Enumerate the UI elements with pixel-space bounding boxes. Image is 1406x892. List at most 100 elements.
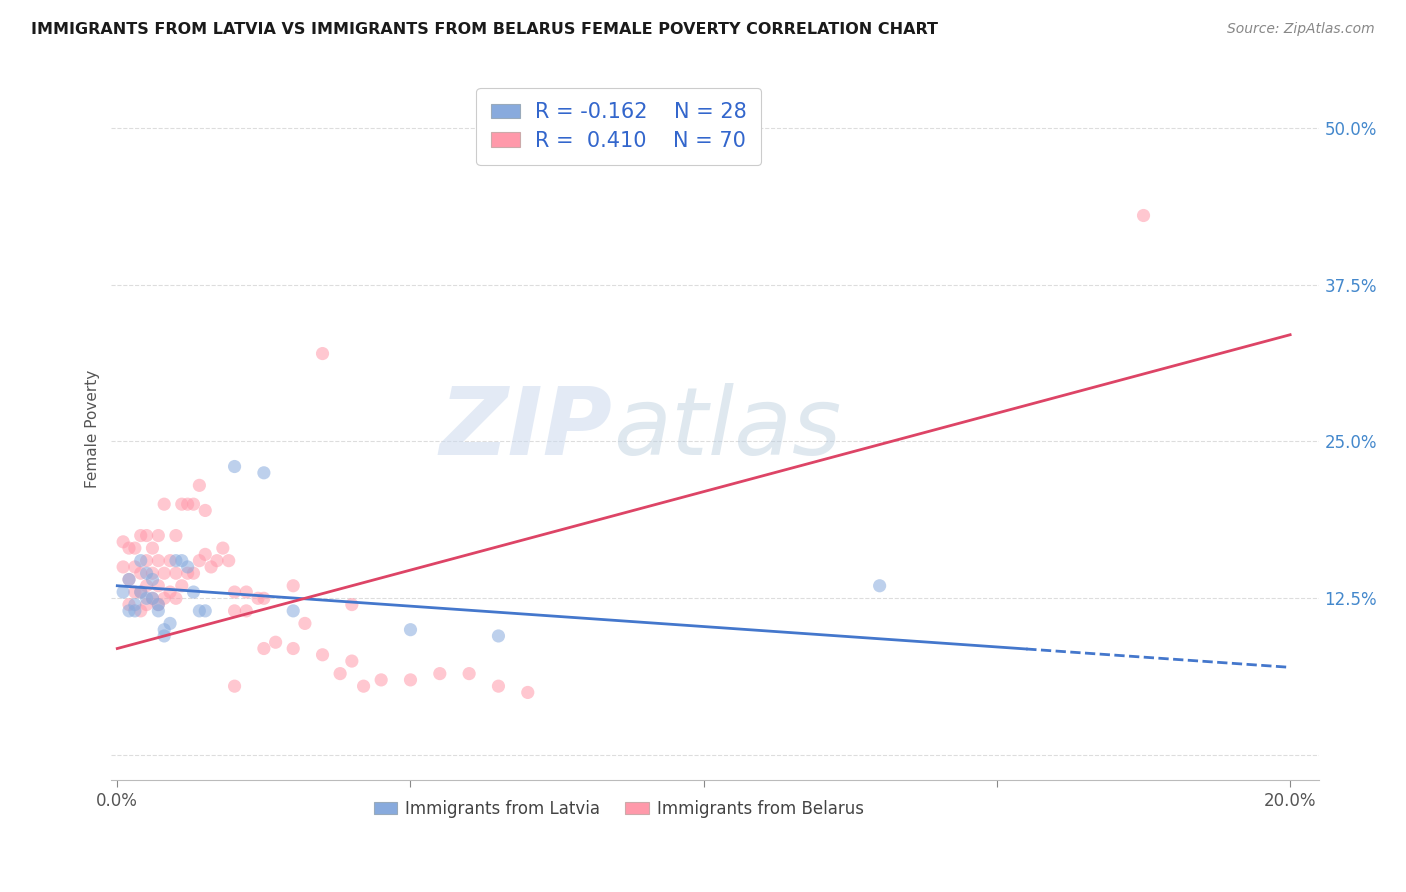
Point [264, 635, 287, 649]
Point [176, 497, 198, 511]
Point [135, 528, 157, 542]
Point [224, 585, 246, 599]
Point [247, 591, 270, 606]
Point [353, 679, 375, 693]
Point [135, 566, 157, 581]
Point [183, 497, 205, 511]
Point [124, 541, 146, 555]
Point [153, 591, 176, 606]
Point [253, 466, 276, 480]
Point [458, 666, 481, 681]
Point [311, 648, 333, 662]
Point [129, 566, 152, 581]
Point [153, 497, 176, 511]
Point [340, 654, 363, 668]
Point [194, 548, 217, 562]
Point [118, 598, 141, 612]
Legend: Immigrants from Latvia, Immigrants from Belarus: Immigrants from Latvia, Immigrants from … [367, 793, 870, 825]
Point [370, 673, 392, 687]
Point [153, 566, 176, 581]
Point [218, 554, 240, 568]
Point [235, 604, 257, 618]
Point [135, 554, 157, 568]
Text: Source: ZipAtlas.com: Source: ZipAtlas.com [1227, 22, 1375, 37]
Point [135, 579, 157, 593]
Point [124, 585, 146, 599]
Point [294, 616, 316, 631]
Point [129, 604, 152, 618]
Text: atlas: atlas [613, 384, 841, 475]
Point [170, 497, 193, 511]
Point [153, 629, 176, 643]
Point [253, 591, 276, 606]
Point [165, 566, 187, 581]
Point [129, 528, 152, 542]
Point [188, 554, 211, 568]
Point [429, 666, 451, 681]
Point [112, 534, 135, 549]
Point [159, 585, 181, 599]
Point [235, 585, 257, 599]
Point [148, 604, 170, 618]
Point [170, 554, 193, 568]
Point [188, 604, 211, 618]
Point [329, 666, 352, 681]
Point [224, 679, 246, 693]
Point [170, 579, 193, 593]
Point [148, 598, 170, 612]
Point [153, 623, 176, 637]
Text: IMMIGRANTS FROM LATVIA VS IMMIGRANTS FROM BELARUS FEMALE POVERTY CORRELATION CHA: IMMIGRANTS FROM LATVIA VS IMMIGRANTS FRO… [31, 22, 938, 37]
Text: ZIP: ZIP [440, 383, 613, 475]
Point [283, 579, 305, 593]
Point [112, 585, 135, 599]
Point [124, 604, 146, 618]
Point [118, 573, 141, 587]
Point [129, 554, 152, 568]
Point [224, 604, 246, 618]
Point [488, 629, 510, 643]
Point [488, 679, 510, 693]
Point [211, 541, 233, 555]
Point [194, 604, 217, 618]
Point [869, 579, 891, 593]
Point [516, 685, 538, 699]
Point [165, 528, 187, 542]
Point [148, 579, 170, 593]
Point [141, 541, 163, 555]
Point [135, 591, 157, 606]
Point [141, 591, 163, 606]
Point [224, 459, 246, 474]
Point [148, 598, 170, 612]
Point [283, 604, 305, 618]
Point [283, 641, 305, 656]
Point [141, 591, 163, 606]
Point [118, 573, 141, 587]
Point [141, 573, 163, 587]
Point [129, 585, 152, 599]
Point [159, 554, 181, 568]
Point [124, 560, 146, 574]
Point [183, 585, 205, 599]
Point [112, 560, 135, 574]
Point [399, 673, 422, 687]
Point [194, 503, 217, 517]
Point [1132, 209, 1154, 223]
Y-axis label: Female Poverty: Female Poverty [86, 370, 100, 488]
Point [135, 598, 157, 612]
Point [176, 560, 198, 574]
Point [205, 554, 228, 568]
Point [399, 623, 422, 637]
Point [148, 528, 170, 542]
Point [200, 560, 222, 574]
Point [188, 478, 211, 492]
Point [148, 554, 170, 568]
Point [124, 598, 146, 612]
Point [141, 566, 163, 581]
Point [176, 566, 198, 581]
Point [159, 616, 181, 631]
Point [118, 541, 141, 555]
Point [253, 641, 276, 656]
Point [165, 591, 187, 606]
Point [129, 585, 152, 599]
Point [165, 554, 187, 568]
